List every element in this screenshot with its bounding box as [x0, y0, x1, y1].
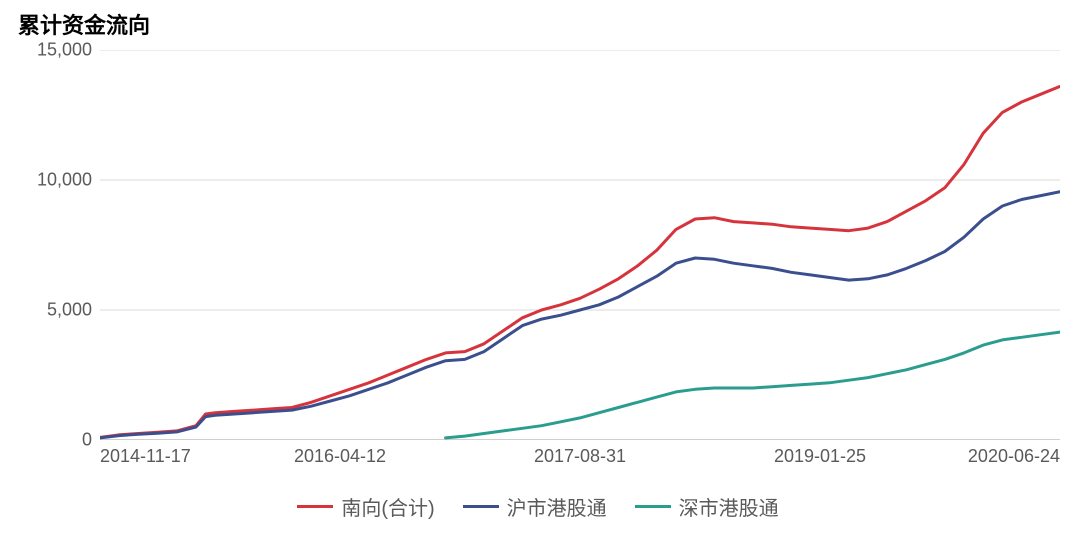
- legend-item: 沪市港股通: [463, 492, 607, 521]
- series-line: [446, 332, 1060, 438]
- legend-swatch: [635, 505, 671, 508]
- series-line: [100, 86, 1060, 437]
- series-line: [100, 192, 1060, 438]
- plot-area: 05,00010,00015,0002014-11-172016-04-1220…: [100, 50, 1060, 440]
- chart-container: 累计资金流向 05,00010,00015,0002014-11-172016-…: [0, 0, 1076, 536]
- x-tick-label: 2014-11-17: [100, 440, 191, 467]
- y-tick-label: 15,000: [37, 40, 100, 61]
- x-tick-label: 2019-01-25: [774, 440, 866, 467]
- chart-title: 累计资金流向: [18, 8, 150, 40]
- legend-label: 南向(合计): [341, 492, 434, 521]
- y-tick-label: 10,000: [37, 170, 100, 191]
- legend-label: 沪市港股通: [507, 492, 607, 521]
- x-tick-label: 2020-06-24: [968, 440, 1060, 467]
- y-tick-label: 5,000: [47, 300, 100, 321]
- legend-item: 南向(合计): [297, 492, 434, 521]
- y-tick-label: 0: [82, 430, 100, 451]
- legend-swatch: [297, 505, 333, 508]
- legend-swatch: [463, 505, 499, 508]
- legend: 南向(合计) 沪市港股通 深市港股通: [0, 492, 1076, 521]
- x-tick-label: 2016-04-12: [294, 440, 386, 467]
- x-tick-label: 2017-08-31: [534, 440, 626, 467]
- legend-item: 深市港股通: [635, 492, 779, 521]
- legend-label: 深市港股通: [679, 492, 779, 521]
